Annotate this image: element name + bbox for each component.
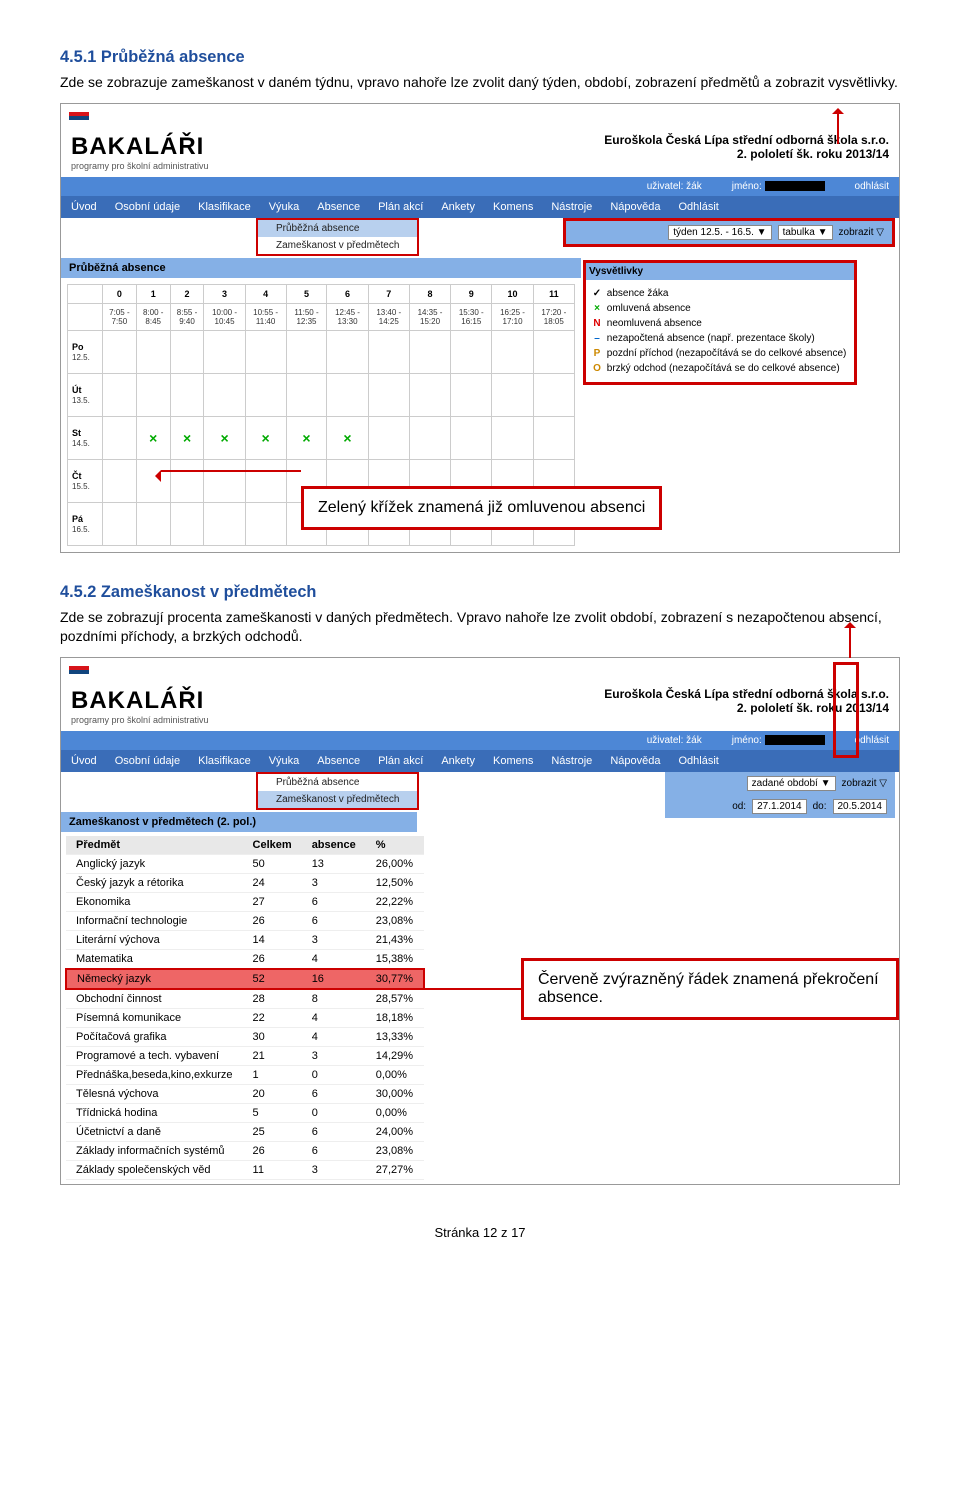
legend-item: ✓ absence žáka: [590, 286, 850, 301]
menu-item[interactable]: Plán akcí: [378, 755, 423, 767]
show-button[interactable]: zobrazit ▽: [842, 778, 887, 789]
app-logo: BAKALÁŘI: [71, 133, 209, 161]
subjects-table: PředmětCelkemabsence%Anglický jazyk50132…: [65, 836, 425, 1180]
table-row: Účetnictví a daně25624,00%: [66, 1122, 424, 1141]
table-row: Ekonomika27622,22%: [66, 892, 424, 911]
legend-item: O brzký odchod (nezapočítává se do celko…: [590, 361, 850, 376]
menu-item[interactable]: Plán akcí: [378, 201, 423, 213]
panel-title: Zameškanost v předmětech (2. pol.): [61, 812, 417, 832]
legend-item: – nezapočtená absence (např. prezentace …: [590, 331, 850, 346]
table-row: Německý jazyk521630,77%: [66, 969, 424, 989]
logout-link[interactable]: odhlásit: [855, 181, 889, 192]
term-label: 2. pololetí šk. roku 2013/14: [604, 147, 889, 161]
menu-item[interactable]: Úvod: [71, 201, 97, 213]
table-row: Základy informačních systémů26623,08%: [66, 1141, 424, 1160]
week-select[interactable]: týden 12.5. - 16.5. ▼: [668, 225, 771, 240]
menu-item[interactable]: Úvod: [71, 755, 97, 767]
arrow-icon: [849, 628, 851, 658]
user-label: uživatel: žák: [647, 735, 702, 746]
to-label: do:: [813, 801, 827, 812]
table-row: Informační technologie26623,08%: [66, 911, 424, 930]
legend-panel: Vysvětlivky ✓ absence žáka× omluvená abs…: [583, 260, 857, 385]
screenshot-1: BAKALÁŘI programy pro školní administrat…: [60, 103, 900, 553]
menu-item[interactable]: Klasifikace: [198, 755, 251, 767]
arrow-icon: [371, 988, 521, 990]
arrow-icon: [161, 470, 301, 472]
menu-item[interactable]: Ankety: [441, 201, 475, 213]
legend-item: P pozdní příchod (nezapočítává se do cel…: [590, 346, 850, 361]
table-row: Literární výchova14321,43%: [66, 930, 424, 949]
redacted-name: [765, 181, 825, 191]
menu-item[interactable]: Nápověda: [610, 201, 660, 213]
menu-item[interactable]: Absence: [317, 201, 360, 213]
menu-item[interactable]: Nástroje: [551, 755, 592, 767]
user-label: uživatel: žák: [647, 181, 702, 192]
section-2-text: Zde se zobrazují procenta zameškanosti v…: [60, 608, 900, 647]
menu-item[interactable]: Osobní údaje: [115, 755, 180, 767]
table-row: Tělesná výchova20630,00%: [66, 1084, 424, 1103]
legend-item: N neomluvená absence: [590, 316, 850, 331]
callout-red-row: Červeně zvýrazněný řádek znamená překroč…: [521, 958, 899, 1020]
table-row: Český jazyk a rétorika24312,50%: [66, 873, 424, 892]
main-menu: Úvod Osobní údaje Klasifikace Výuka Absence P…: [61, 750, 899, 772]
section-1-text: Zde se zobrazuje zameškanost v daném týd…: [60, 73, 900, 93]
section-1-heading: 4.5.1 Průběžná absence: [60, 48, 900, 67]
table-row: Matematika26415,38%: [66, 949, 424, 969]
flag-icon: [69, 108, 89, 120]
menu-item[interactable]: Ankety: [441, 755, 475, 767]
menu-item[interactable]: Výuka: [269, 201, 300, 213]
menu-item[interactable]: Komens: [493, 755, 533, 767]
legend-item: × omluvená absence: [590, 301, 850, 316]
show-button[interactable]: zobrazit ▽: [839, 227, 884, 238]
table-row: Třídnická hodina500,00%: [66, 1103, 424, 1122]
menu-item[interactable]: Odhlásit: [678, 201, 718, 213]
period-select[interactable]: zadané období ▼: [747, 776, 836, 791]
to-date[interactable]: 20.5.2014: [833, 799, 888, 814]
table-row: Přednáška,beseda,kino,exkurze100,00%: [66, 1065, 424, 1084]
menu-item[interactable]: Nástroje: [551, 201, 592, 213]
menu-item[interactable]: Osobní údaje: [115, 201, 180, 213]
callout-green-x: Zelený křížek znamená již omluvenou abse…: [301, 486, 662, 530]
panel-title: Průběžná absence: [61, 258, 581, 278]
school-name: Euroškola Česká Lípa střední odborná ško…: [604, 133, 889, 147]
submenu-item-zameskanost[interactable]: Zameškanost v předmětech: [258, 237, 417, 254]
redacted-name: [765, 735, 825, 745]
menu-item[interactable]: Nápověda: [610, 755, 660, 767]
page-footer: Stránka 12 z 17: [60, 1225, 900, 1240]
screenshot-2: BAKALÁŘI programy pro školní administrat…: [60, 657, 900, 1185]
name-label: jméno:: [732, 735, 762, 746]
table-row: Anglický jazyk501326,00%: [66, 854, 424, 873]
table-row: Obchodní činnost28828,57%: [66, 989, 424, 1009]
submenu-item-zameskanost[interactable]: Zameškanost v předmětech: [258, 791, 417, 808]
table-row: Programové a tech. vybavení21314,29%: [66, 1046, 424, 1065]
submenu-item-prubezna[interactable]: Průběžná absence: [258, 220, 417, 237]
main-menu: Úvod Osobní údaje Klasifikace Výuka Absence P…: [61, 196, 899, 218]
app-logo-subtitle: programy pro školní administrativu: [71, 715, 209, 725]
flag-icon: [69, 662, 89, 674]
logout-link[interactable]: odhlásit: [855, 735, 889, 746]
menu-item[interactable]: Komens: [493, 201, 533, 213]
legend-title: Vysvětlivky: [586, 263, 854, 280]
menu-item[interactable]: Výuka: [269, 755, 300, 767]
from-date[interactable]: 27.1.2014: [752, 799, 807, 814]
app-logo: BAKALÁŘI: [71, 687, 209, 715]
section-2-heading: 4.5.2 Zameškanost v předmětech: [60, 583, 900, 602]
view-select[interactable]: tabulka ▼: [778, 225, 833, 240]
table-row: Písemná komunikace22418,18%: [66, 1008, 424, 1027]
name-label: jméno:: [732, 181, 762, 192]
menu-item[interactable]: Odhlásit: [678, 755, 718, 767]
table-row: Základy společenských věd11327,27%: [66, 1160, 424, 1179]
red-highlight-column: [833, 662, 859, 758]
absence-submenu: Průběžná absence Zameškanost v předmětec…: [256, 772, 419, 810]
menu-item[interactable]: Absence: [317, 755, 360, 767]
from-label: od:: [732, 801, 746, 812]
menu-item[interactable]: Klasifikace: [198, 201, 251, 213]
table-row: Počítačová grafika30413,33%: [66, 1027, 424, 1046]
arrow-icon: [837, 114, 839, 144]
absence-submenu: Průběžná absence Zameškanost v předmětec…: [256, 218, 419, 256]
app-logo-subtitle: programy pro školní administrativu: [71, 161, 209, 171]
submenu-item-prubezna[interactable]: Průběžná absence: [258, 774, 417, 791]
